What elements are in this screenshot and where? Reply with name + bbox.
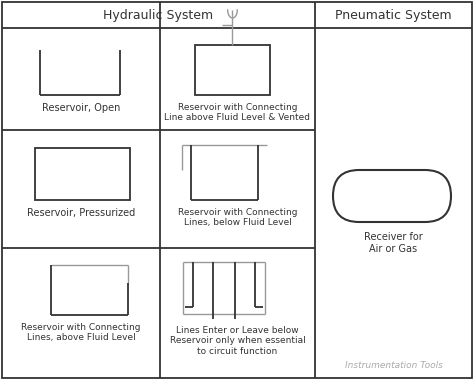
Bar (35, 148, 130, 200)
Text: Receiver for
Air or Gas: Receiver for Air or Gas (364, 232, 423, 253)
Text: Reservoir, Open: Reservoir, Open (42, 103, 120, 113)
Text: Reservoir with Connecting
Line above Fluid Level & Vented: Reservoir with Connecting Line above Flu… (164, 103, 310, 122)
Text: Reservoir with Connecting
Lines, below Fluid Level: Reservoir with Connecting Lines, below F… (178, 208, 297, 227)
Text: Pneumatic System: Pneumatic System (335, 8, 452, 22)
Text: Lines Enter or Leave below
Reservoir only when essential
to circuit function: Lines Enter or Leave below Reservoir onl… (170, 326, 305, 356)
Text: Hydraulic System: Hydraulic System (103, 8, 214, 22)
Text: Instrumentation Tools: Instrumentation Tools (345, 361, 442, 370)
Text: Reservoir with Connecting
Lines, above Fluid Level: Reservoir with Connecting Lines, above F… (21, 323, 141, 342)
Bar (195, 45, 270, 95)
Text: Reservoir, Pressurized: Reservoir, Pressurized (27, 208, 135, 218)
